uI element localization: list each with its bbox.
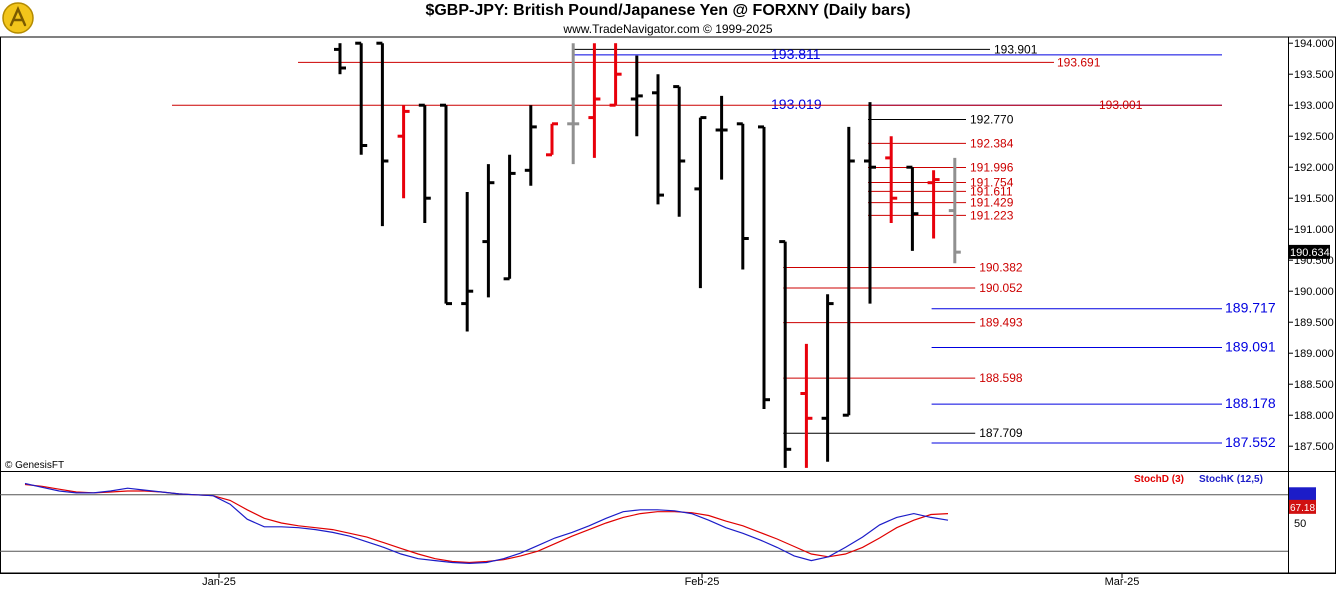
level-label: 191.429 — [970, 196, 1014, 210]
stoch-last-value: 67.18 — [1290, 503, 1315, 514]
level-label: 192.770 — [970, 112, 1014, 126]
date-axis: Jan-25 Feb-25 Mar-25 — [202, 573, 1139, 588]
ohlc-bar — [800, 343, 813, 468]
x-tick-label: Jan-25 — [202, 576, 236, 588]
x-tick-label: Mar-25 — [1105, 576, 1140, 588]
ohlc-bar — [503, 154, 516, 281]
stoch-legend-label: StochK (12,5) — [1199, 474, 1263, 485]
chart-header: $GBP-JPY: British Pound/Japanese Yen @ F… — [0, 0, 1336, 36]
ohlc-bar — [694, 116, 707, 289]
y-tick-label: 193.000 — [1294, 100, 1334, 112]
ohlc-bar — [906, 165, 919, 251]
level-label: 189.717 — [1225, 300, 1276, 316]
level-label: 191.611 — [970, 184, 1013, 198]
ohlc-bar — [334, 43, 346, 75]
y-tick-label: 188.000 — [1294, 410, 1334, 422]
ohlc-bar — [673, 85, 686, 217]
ohlc-bar — [546, 122, 558, 157]
ohlc-bar — [376, 41, 389, 227]
level-label: 190.052 — [979, 281, 1023, 295]
y-tick-label: 191.000 — [1294, 224, 1334, 236]
ohlc-bar — [418, 103, 431, 223]
y-tick-label: 189.500 — [1294, 317, 1334, 329]
ohlc-bar — [821, 294, 834, 462]
ohlc-bar — [652, 74, 664, 205]
watermark-text: © GenesisFT — [5, 460, 64, 471]
level-label: 188.598 — [979, 371, 1023, 385]
ohlc-bar — [948, 157, 961, 264]
level-label: 187.552 — [1225, 434, 1276, 450]
price-bars — [334, 41, 961, 468]
y-tick-label: 191.500 — [1294, 193, 1334, 205]
level-label: 193.691 — [1057, 55, 1101, 69]
ohlc-bar — [440, 103, 452, 306]
ohlc-bar — [927, 170, 940, 239]
last-price-box — [1289, 244, 1330, 259]
y-tick-label: 189.000 — [1294, 348, 1334, 360]
y-tick-label: 192.500 — [1294, 131, 1334, 143]
level-lines: 193.901 193.811 193.691 193.019 193.001 192.7… — [172, 42, 1276, 450]
ohlc-bar — [524, 105, 537, 186]
y-tick-label: 188.500 — [1294, 379, 1334, 391]
genesis-logo-icon — [2, 2, 34, 34]
ohlc-bar — [567, 43, 580, 165]
chart-frame — [0, 36, 1336, 574]
level-label: 193.811 — [771, 46, 821, 62]
x-tick-label: Feb-25 — [685, 576, 720, 588]
ohlc-bar — [461, 192, 474, 332]
ohlc-bar — [715, 95, 728, 180]
ohlc-bar — [588, 43, 601, 158]
level-label: 189.493 — [979, 316, 1023, 330]
level-label: 193.901 — [994, 42, 1038, 56]
y-tick-label: 187.500 — [1294, 441, 1334, 453]
level-label: 191.223 — [970, 208, 1014, 222]
level-label: 191.996 — [970, 160, 1014, 174]
price-axis[interactable]: 187.500 188.000 188.500 189.000 189.500 190.0… — [1288, 38, 1334, 453]
y-tick-label: 193.500 — [1294, 69, 1334, 81]
ohlc-bar — [609, 43, 622, 107]
level-label: 193.001 — [1099, 98, 1143, 112]
ohlc-bar — [864, 102, 876, 304]
ohlc-bar — [736, 122, 749, 270]
y-tick-label: 194.000 — [1294, 38, 1334, 50]
level-label: 192.384 — [970, 136, 1014, 150]
y-tick-label: 192.000 — [1294, 162, 1334, 174]
stoch-tick-label: 50 — [1294, 518, 1306, 530]
y-tick-label: 190.000 — [1294, 286, 1334, 298]
level-label: 190.382 — [979, 261, 1023, 275]
level-label: 188.178 — [1225, 395, 1276, 411]
stochastic-panel: StochD (3) StochK (12,5) 50 67.18 — [0, 474, 1316, 565]
plot-border — [0, 36, 1289, 574]
stochK-line — [24, 482, 949, 565]
ohlc-bar — [355, 41, 368, 155]
level-label: 193.019 — [771, 96, 822, 112]
ohlc-bar — [630, 55, 643, 137]
chart-title: $GBP-JPY: British Pound/Japanese Yen @ F… — [425, 2, 911, 19]
ohlc-bar — [842, 126, 855, 417]
ohlc-bar — [779, 240, 792, 468]
ohlc-bar — [885, 136, 898, 223]
level-label: 189.091 — [1225, 339, 1276, 355]
level-label: 187.709 — [979, 426, 1023, 440]
last-price-label: 190.634 — [1290, 247, 1330, 259]
chart-subtitle: www.TradeNavigator.com © 1999-2025 — [563, 22, 773, 36]
level-label: 191.754 — [970, 175, 1014, 189]
ohlc-bar — [758, 125, 770, 409]
ohlc-bar — [482, 164, 495, 298]
stoch-legend-label: StochD (3) — [1134, 474, 1184, 485]
ohlc-bar — [397, 105, 410, 199]
stochD-value-box — [1289, 499, 1316, 514]
